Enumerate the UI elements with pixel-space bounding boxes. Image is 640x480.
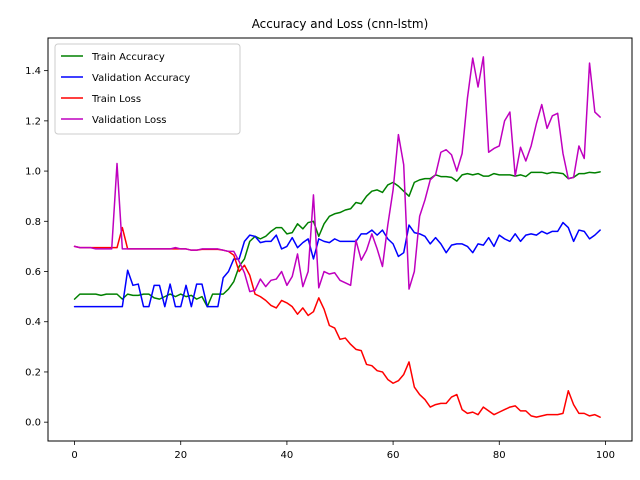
legend-label: Validation Loss — [92, 115, 167, 126]
legend-label: Validation Accuracy — [92, 73, 190, 84]
x-tick-label: 80 — [493, 450, 506, 461]
y-tick-label: 0.2 — [25, 367, 41, 378]
y-tick-label: 1.0 — [25, 167, 41, 178]
series-line-4 — [73, 56, 601, 293]
y-tick-label: 0.8 — [25, 217, 41, 228]
y-tick-label: 0.0 — [25, 418, 41, 429]
y-tick-label: 1.4 — [25, 66, 41, 77]
x-tick-label: 20 — [174, 450, 187, 461]
x-tick-label: 40 — [281, 450, 294, 461]
legend-label: Train Loss — [91, 94, 141, 105]
x-tick-label: 0 — [71, 450, 77, 461]
y-tick-label: 0.4 — [25, 317, 41, 328]
y-tick-label: 0.6 — [25, 267, 41, 278]
x-tick-label: 100 — [596, 450, 615, 461]
y-tick-label: 1.2 — [25, 116, 41, 127]
series-line-2 — [73, 221, 601, 308]
legend: Train Accuracy Validation Accuracy Train L… — [54, 43, 241, 135]
x-axis: 0 20 40 60 80 100 — [71, 441, 615, 461]
legend-box — [54, 43, 241, 135]
legend-label: Train Accuracy — [91, 52, 165, 63]
series-layer — [73, 56, 601, 418]
y-axis: 0.0 0.2 0.4 0.6 0.8 1.0 1.2 1.4 — [25, 66, 48, 429]
x-tick-label: 60 — [387, 450, 400, 461]
chart-title: Accuracy and Loss (cnn-lstm) — [252, 17, 429, 31]
plot-frame — [47, 37, 633, 442]
